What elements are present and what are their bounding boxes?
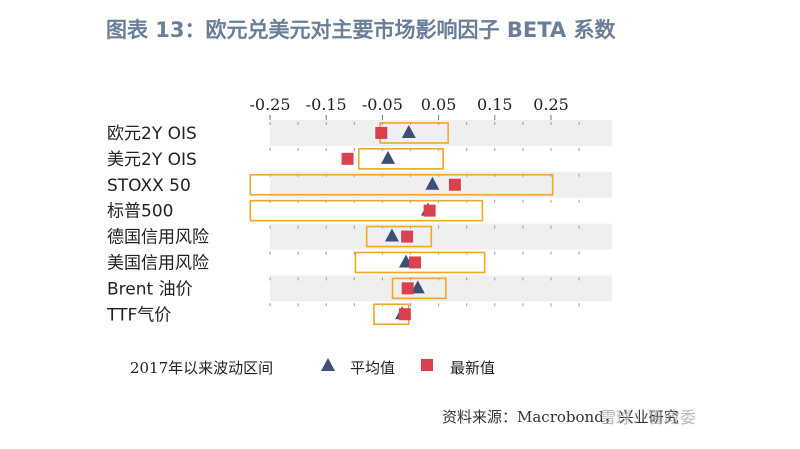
latest-marker [401,230,414,243]
x-tick-label: 0.25 [533,95,569,114]
range-box [354,251,486,274]
source-note: 资料来源：Macrobond，兴业研究 [442,408,679,426]
range-box [365,225,433,248]
range-box [357,148,444,170]
legend-label-mean: 平均值 [350,359,396,377]
latest-marker [423,204,436,217]
mean-marker [401,124,416,138]
range-box [249,173,554,196]
category-label: 欧元2Y OIS [107,124,197,144]
legend-label-latest: 最新值 [450,359,496,377]
category-label: 标普500 [107,202,173,222]
latest-marker [398,308,411,321]
row-band [270,171,612,198]
x-tick-label: 0.15 [477,95,513,114]
category-label: 美国信用风险 [107,254,209,274]
legend-swatch-mean [321,358,335,371]
x-tick-label: -0.05 [362,95,403,114]
row-band [270,275,612,302]
mean-marker [425,176,440,190]
category-label: TTF气价 [106,305,171,325]
legend-label-range: 2017年以来波动区间 [130,359,274,377]
x-tick-label: -0.15 [306,95,347,114]
category-label: 德国信用风险 [107,228,209,248]
latest-marker [401,282,414,295]
legend-swatch-latest [421,359,433,371]
mean-marker [410,280,425,294]
row-band [270,223,612,250]
category-label: STOXX 50 [107,176,191,196]
watermark: 雪球：鲁政委 [600,408,697,427]
latest-marker [375,126,388,139]
x-tick-label: -0.25 [249,95,290,114]
x-tick-label: 0.05 [421,95,457,114]
latest-marker [408,256,421,269]
category-label: Brent 油价 [107,279,193,299]
mean-marker [384,228,399,242]
latest-marker [341,152,354,165]
row-band [270,120,612,146]
latest-marker [448,178,461,191]
range-box [249,199,484,222]
category-label: 美元2Y OIS [107,150,197,170]
range-box [391,277,447,300]
mean-marker [381,150,396,164]
chart-title: 图表 13：欧元兑美元对主要市场影响因子 BETA 系数 [106,18,616,42]
